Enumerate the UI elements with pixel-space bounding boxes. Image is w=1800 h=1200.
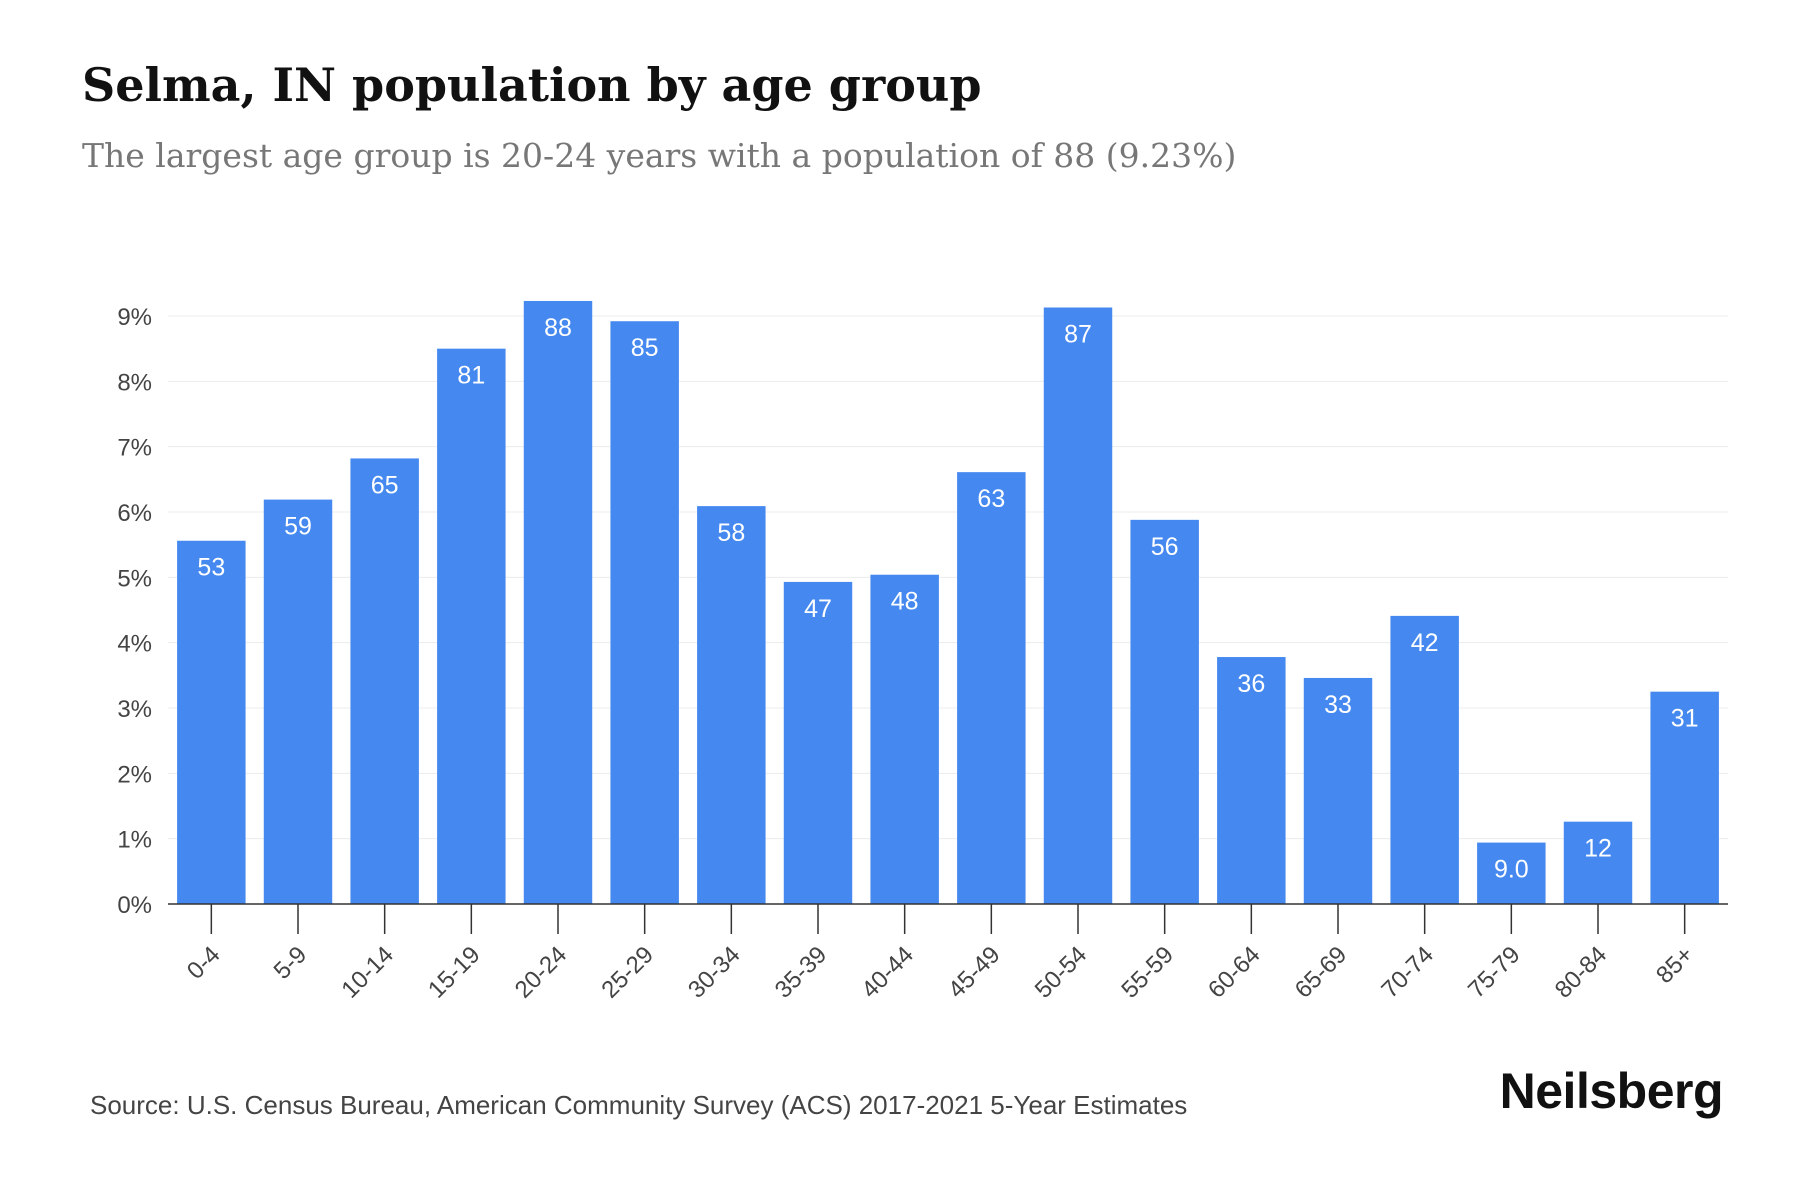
x-tick-label: 65-69	[1290, 941, 1353, 1004]
bars: 53 59 65 81 88 85 58 47 48 63 87 56 36 33 42 9.0 12 31	[177, 300, 1719, 905]
x-tick-label: 45-49	[943, 941, 1006, 1004]
bar	[1303, 677, 1373, 904]
data-label: 85	[631, 334, 659, 362]
data-label: 36	[1237, 670, 1265, 698]
bar	[177, 540, 246, 904]
x-tick-label: 40-44	[856, 941, 919, 1004]
y-tick-label: 8%	[117, 369, 152, 396]
bar	[1477, 842, 1546, 904]
data-label: 63	[977, 485, 1005, 513]
gridlines	[168, 315, 1728, 840]
data-label: 42	[1411, 629, 1439, 657]
y-tick-label: 2%	[117, 761, 152, 788]
data-label: 65	[371, 471, 399, 499]
bar	[1563, 821, 1633, 904]
data-label: 33	[1324, 691, 1352, 719]
x-tick-label: 30-34	[683, 941, 746, 1004]
data-label: 58	[717, 519, 745, 547]
data-label: 56	[1151, 533, 1179, 561]
data-label: 53	[197, 554, 225, 582]
bar	[1390, 615, 1459, 904]
x-tick-label: 20-24	[510, 941, 573, 1004]
data-label: 87	[1064, 321, 1092, 349]
bar	[783, 581, 853, 904]
y-tick-label: 4%	[117, 631, 152, 658]
data-label: 81	[457, 362, 485, 390]
bar	[870, 574, 939, 904]
bar	[1130, 519, 1199, 904]
data-label: 31	[1671, 705, 1699, 733]
x-tick-label: 80-84	[1550, 941, 1613, 1004]
bar	[350, 458, 419, 904]
bar	[523, 300, 593, 904]
data-label: 88	[544, 314, 572, 342]
x-tick-label: 85+	[1651, 941, 1699, 989]
data-label: 48	[891, 588, 919, 616]
bar	[1043, 307, 1113, 904]
data-label: 12	[1584, 835, 1612, 863]
x-tick-label: 10-14	[336, 941, 399, 1004]
x-tick-label: 25-29	[596, 941, 659, 1004]
source-note: Source: U.S. Census Bureau, American Com…	[90, 1090, 1188, 1120]
x-tick-label: 15-19	[423, 941, 486, 1004]
x-tick-label: 75-79	[1463, 941, 1526, 1004]
data-label: 59	[284, 513, 312, 541]
x-tick-label: 35-39	[770, 941, 833, 1004]
data-label: 47	[804, 595, 832, 623]
bar	[1217, 657, 1286, 904]
bar	[263, 499, 333, 904]
bar	[957, 472, 1026, 904]
y-tick-label: 5%	[117, 565, 152, 592]
x-tick-label: 55-59	[1116, 941, 1179, 1004]
chart-subtitle: The largest age group is 20-24 years wit…	[82, 136, 1237, 175]
y-tick-label: 3%	[117, 696, 152, 723]
bar	[610, 321, 679, 904]
chart-title: Selma, IN population by age group	[82, 58, 982, 112]
y-tick-label: 0%	[117, 892, 152, 919]
brand-logo: Neilsberg	[1499, 1063, 1724, 1119]
x-tick-label: 0-4	[182, 941, 226, 985]
x-tick-label: 5-9	[269, 941, 313, 985]
y-tick-label: 1%	[117, 827, 152, 854]
data-label: 9.0	[1494, 856, 1529, 884]
y-tick-label: 6%	[117, 500, 152, 527]
x-tick-label: 70-74	[1376, 941, 1439, 1004]
x-tick-label: 50-54	[1030, 941, 1093, 1004]
bar	[1650, 691, 1719, 904]
x-tick-label: 60-64	[1203, 941, 1266, 1004]
bar	[437, 348, 506, 905]
y-tick-label: 9%	[117, 304, 152, 331]
bar	[697, 506, 766, 904]
y-tick-label: 7%	[117, 435, 152, 462]
